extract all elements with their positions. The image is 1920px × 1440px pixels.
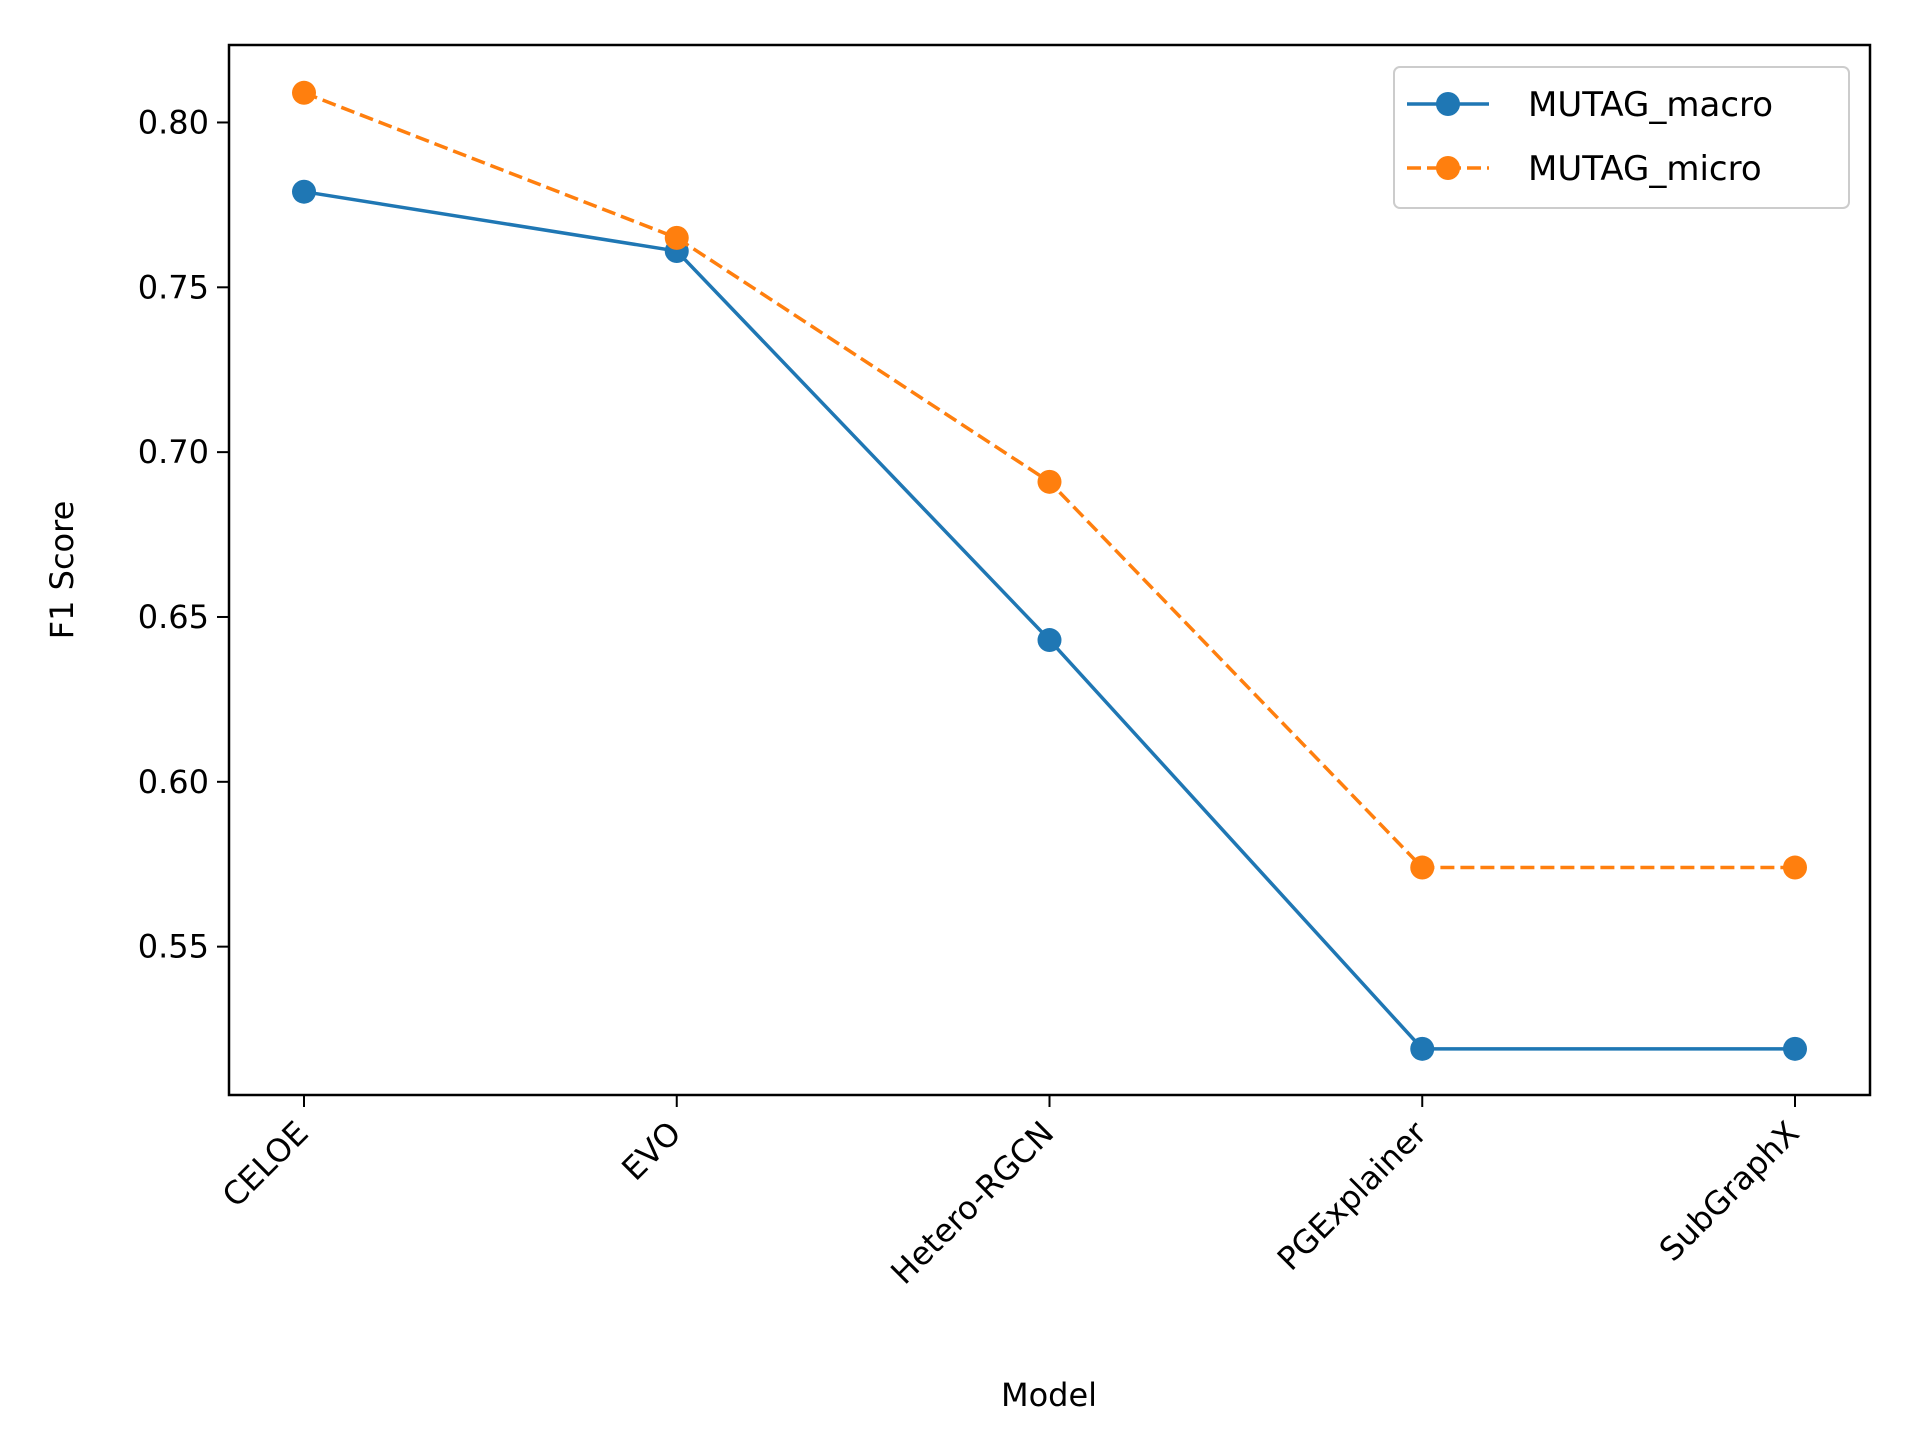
x-tick-label: EVO	[614, 1114, 688, 1188]
series-layer	[292, 80, 1807, 1061]
x-tick-label: CELOE	[215, 1114, 316, 1215]
x-tick-label: SubGraphX	[1652, 1114, 1807, 1269]
plot-area	[227, 43, 1872, 1097]
legend-label: MUTAG_micro	[1528, 149, 1762, 189]
y-axis-label: F1 Score	[43, 501, 81, 640]
data-point-MUTAG_macro	[1410, 1036, 1435, 1061]
data-point-MUTAG_micro	[1783, 855, 1807, 880]
x-axis-label: Model	[1001, 1376, 1097, 1414]
x-tick-label: PGExplainer	[1270, 1113, 1435, 1278]
y-tick-label: 0.55	[138, 928, 209, 966]
y-tick-label: 0.80	[138, 103, 209, 141]
y-tick-label: 0.70	[138, 433, 209, 471]
y-tick-label: 0.75	[138, 268, 209, 306]
data-point-MUTAG_micro	[1037, 469, 1062, 494]
legend-box	[1393, 66, 1850, 209]
legend-marker-MUTAG_micro	[1436, 156, 1460, 180]
data-point-MUTAG_macro	[292, 179, 316, 204]
data-point-MUTAG_micro	[292, 80, 316, 105]
legend-marker-MUTAG_macro	[1436, 92, 1460, 116]
data-point-MUTAG_macro	[1783, 1036, 1807, 1061]
data-point-MUTAG_macro	[1037, 628, 1062, 653]
x-tick-label: Hetero-RGCN	[883, 1114, 1061, 1292]
y-tick-label: 0.60	[138, 763, 209, 801]
legend: MUTAG_macro MUTAG_micro	[1393, 66, 1850, 209]
data-point-MUTAG_micro	[664, 225, 689, 250]
legend-label: MUTAG_macro	[1528, 85, 1773, 125]
data-point-MUTAG_micro	[1410, 855, 1435, 880]
y-tick-label: 0.65	[138, 598, 209, 636]
